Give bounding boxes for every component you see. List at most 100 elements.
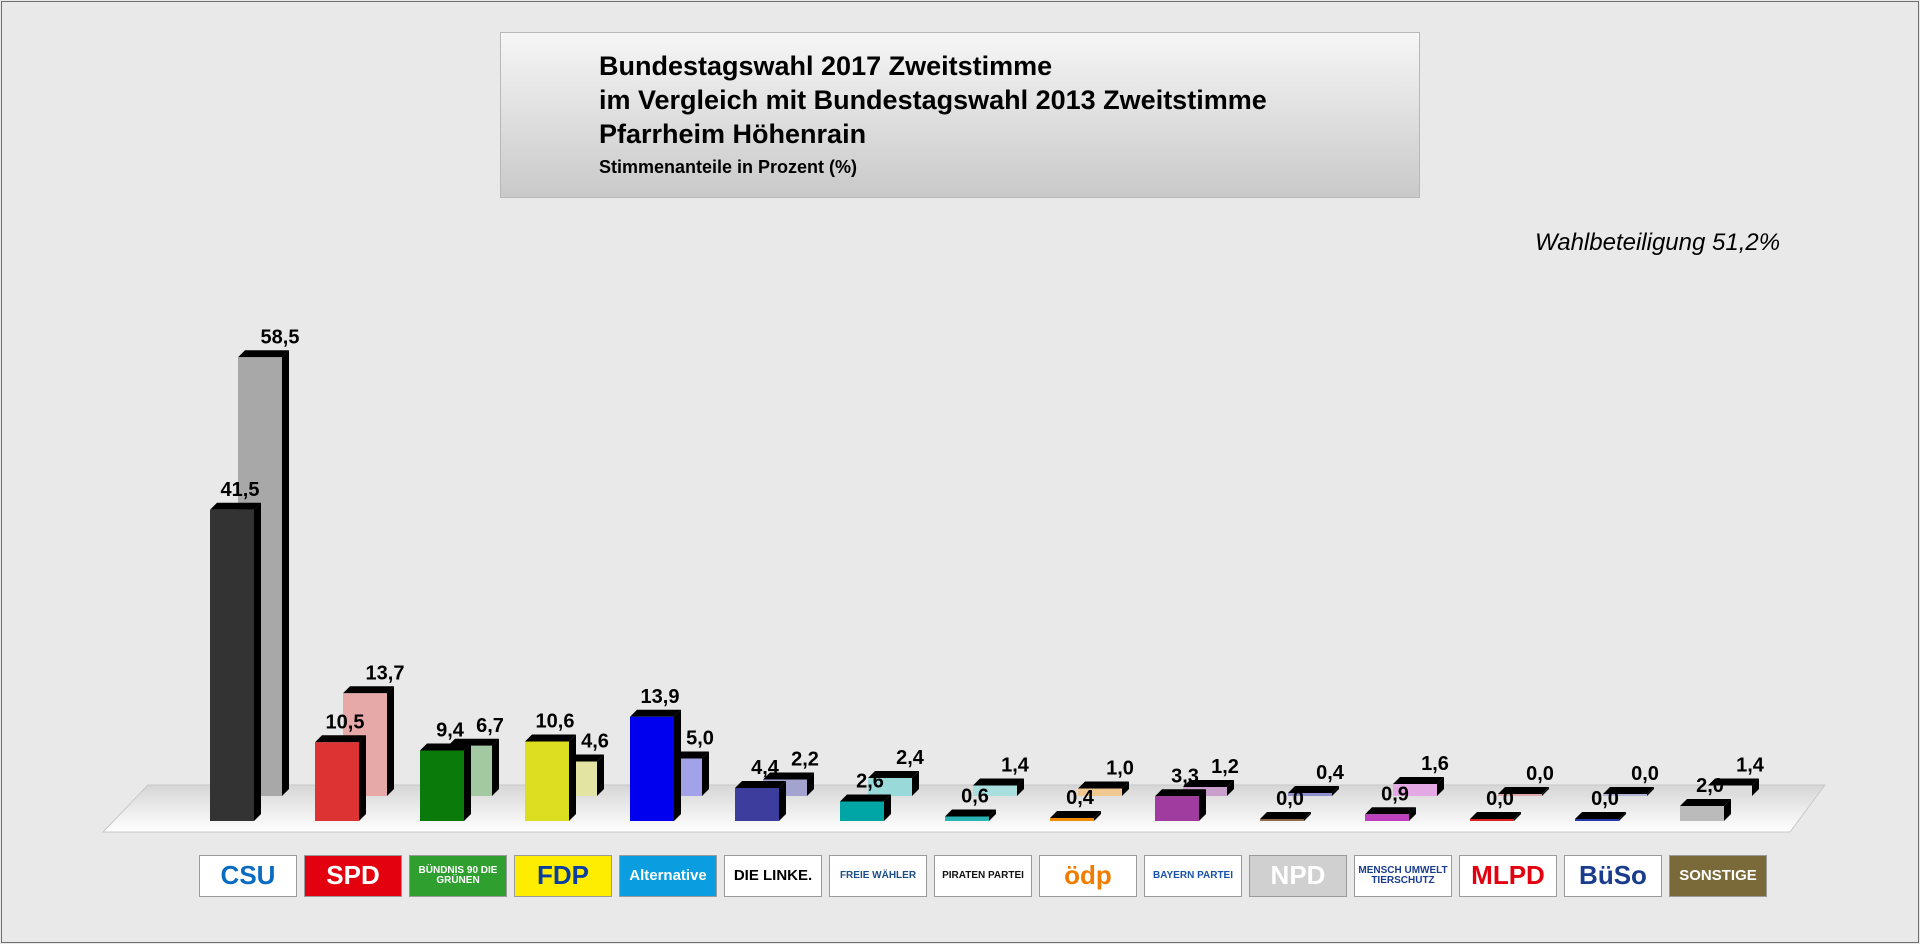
label-2017-11: 0,9: [1381, 783, 1409, 805]
bar-2017-3: [525, 734, 576, 821]
bar-2013-6-side: [912, 771, 919, 796]
bar-2013-13-top: [1603, 787, 1654, 794]
bar-2017-12-top: [1470, 812, 1521, 819]
label-2017-2: 9,4: [436, 720, 465, 742]
bar-2013-12: [1498, 787, 1549, 796]
label-2013-14: 1,4: [1736, 755, 1765, 777]
bar-2017-5-face: [735, 788, 779, 821]
bar-2017-1-face: [315, 742, 359, 821]
bar-2017-3-side: [569, 734, 576, 821]
bar-2013-8: [1078, 781, 1129, 796]
bar-2013-7: [973, 778, 1024, 796]
chart-title-line-2: im Vergleich mit Bundestagswahl 2013 Zwe…: [599, 85, 1267, 115]
bar-2013-4-side: [702, 751, 709, 796]
party-logo-11: MENSCH UMWELT TIERSCHUTZ: [1354, 855, 1452, 897]
label-2013-10: 0,4: [1316, 762, 1345, 784]
bar-2017-9-face: [1155, 796, 1199, 821]
bar-2017-2-face: [420, 750, 464, 821]
bar-2017-14-face: [1680, 806, 1724, 821]
bar-2013-5-top: [763, 772, 814, 780]
bar-2013-14-side: [1752, 778, 1759, 796]
bar-2017-11-top: [1365, 807, 1416, 815]
bar-2017-7-side: [989, 809, 996, 821]
bar-2013-11-side: [1437, 777, 1444, 796]
party-logo-6: FREIE WÄHLER: [829, 855, 927, 897]
chart-subtitle: Stimmenanteile in Prozent (%): [599, 157, 858, 177]
bars-2017: [210, 502, 1731, 821]
bar-2017-12: [1470, 812, 1521, 821]
label-2013-4: 5,0: [686, 728, 714, 750]
label-2017-1: 10,5: [326, 711, 365, 733]
bar-2017-6-face: [840, 801, 884, 821]
bar-2017-6-side: [884, 794, 891, 821]
party-logo-5: DIE LINKE.: [724, 855, 822, 897]
bar-2017-14-side: [1724, 799, 1731, 821]
bar-2017-10-top: [1260, 812, 1311, 819]
label-2013-2: 6,7: [476, 715, 504, 737]
label-2017-14: 2,0: [1696, 775, 1724, 797]
bar-2017-13-face: [1575, 819, 1619, 821]
bar-2013-13-face: [1603, 794, 1647, 796]
bar-2017-8-top: [1050, 811, 1101, 818]
label-2017-13: 0,0: [1591, 788, 1619, 810]
bar-2017-9-top: [1155, 789, 1206, 797]
party-logo-1: SPD: [304, 855, 402, 897]
bar-2013-7-side: [1017, 778, 1024, 796]
label-2017-9: 3,3: [1171, 765, 1199, 787]
bar-2013-12-top: [1498, 787, 1549, 794]
bar-2017-1-side: [359, 735, 366, 821]
bar-2017-10-face: [1260, 819, 1304, 821]
bar-2017-3-face: [525, 741, 569, 821]
chart-title-line-3: Pfarrheim Höhenrain: [599, 119, 867, 149]
bar-2013-0-side: [282, 350, 289, 796]
label-2013-3: 4,6: [581, 731, 609, 753]
bar-2013-6-top: [868, 771, 919, 778]
bar-2017-2-top: [420, 743, 471, 751]
chart-title-line-1: Bundestagswahl 2017 Zweitstimme: [599, 51, 1053, 81]
bar-2017-0: [210, 502, 261, 821]
bar-2017-8-side: [1094, 811, 1101, 821]
turnout-label: Wahlbeteiligung 51,2%: [1535, 229, 1781, 256]
bars-2013: [238, 350, 1759, 796]
party-logo-12: MLPD: [1459, 855, 1557, 897]
party-logo-10: NPD: [1249, 855, 1347, 897]
bar-2017-2-side: [464, 743, 471, 821]
bar-2017-13: [1575, 812, 1626, 821]
bar-2017-7: [945, 809, 996, 821]
party-logo-8: ödp: [1039, 855, 1137, 897]
label-2013-7: 1,4: [1001, 755, 1030, 777]
bar-2017-14: [1680, 799, 1731, 821]
bar-2017-4-face: [630, 716, 674, 821]
bar-2013-11: [1393, 777, 1444, 796]
bar-2017-2: [420, 743, 471, 821]
label-2013-5: 2,2: [791, 749, 819, 771]
bar-2013-10-top: [1288, 786, 1339, 793]
bar-2013-14-face: [1708, 785, 1752, 796]
bar-2017-7-top: [945, 809, 996, 817]
bar-2017-7-face: [945, 816, 989, 821]
bar-2017-4-top: [630, 709, 681, 717]
bar-2017-9: [1155, 789, 1206, 821]
bar-2017-0-top: [210, 502, 261, 510]
bar-2013-13-side: [1647, 787, 1654, 796]
bar-2017-12-side: [1514, 812, 1521, 821]
bar-2013-6: [868, 771, 919, 796]
bar-2017-5-side: [779, 781, 786, 821]
bar-2013-8-side: [1122, 781, 1129, 796]
label-2017-6: 2,6: [856, 771, 884, 793]
bar-2013-3-side: [597, 754, 604, 796]
party-logo-2: BÜNDNIS 90 DIE GRÜNEN: [409, 855, 507, 897]
label-2017-0: 41,5: [221, 479, 260, 501]
bar-2013-10-side: [1332, 786, 1339, 796]
label-2017-3: 10,6: [536, 711, 575, 733]
bar-2017-5: [735, 781, 786, 821]
party-logo-4: Alternative: [619, 855, 717, 897]
bar-2013-6-face: [868, 778, 912, 796]
bar-2017-8-face: [1050, 818, 1094, 821]
label-2013-0: 58,5: [261, 326, 300, 348]
bar-2017-13-side: [1619, 812, 1626, 821]
bar-2017-9-side: [1199, 789, 1206, 821]
bar-2017-10: [1260, 812, 1311, 821]
bar-2013-0-top: [238, 350, 289, 358]
